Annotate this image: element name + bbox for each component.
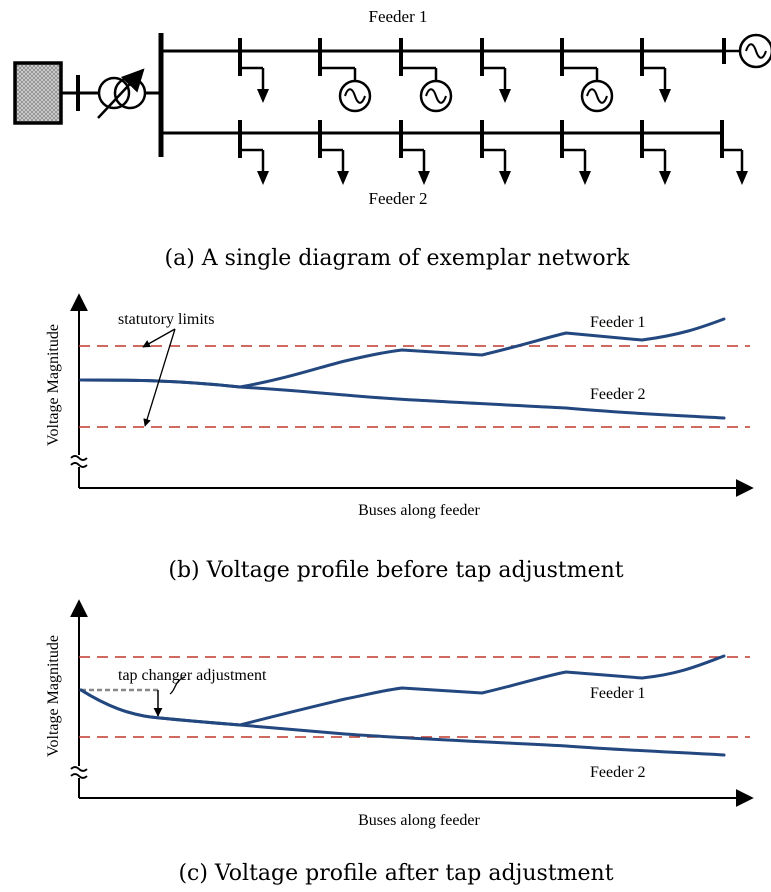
bus-load [640,120,671,185]
profile-after-caption: (c) Voltage profile after tap adjustment [178,861,613,886]
tap-changing-transformer [97,68,147,119]
x-axis-label: Buses along feeder [358,502,480,519]
y-axis-label: Voltage Magnitude [45,324,62,446]
feeder2-curve [79,378,726,420]
annotation-leader [169,676,186,695]
feeder2-curve-label: Feeder 2 [590,386,646,403]
feeder1-buses [238,38,671,113]
profile-after-plot: Voltage Magnitude Buses along feeder tap… [45,599,754,886]
bus-generator [399,38,453,113]
feeder1-curve-label: Feeder 1 [590,685,646,702]
bus-load [318,120,349,185]
feeder2-curve [79,688,726,757]
bus-load [399,120,430,185]
tap-changer-annotation: tap changer adjustment [118,667,267,684]
network-caption: (a) A single diagram of exemplar network [165,246,631,271]
axis-break-icon [70,455,88,468]
bus-load [238,38,269,103]
statutory-limits-annotation: statutory limits [118,311,214,328]
generator-icon [338,79,372,113]
profile-before-plot: Voltage Magnitude Buses along feeder sta… [45,293,754,583]
feeder2-label: Feeder 2 [368,189,427,208]
annotation-arrow-lower [143,328,176,427]
feeder1-end-generator [722,33,771,69]
x-axis-label: Buses along feeder [358,812,480,829]
feeder2-buses [238,120,748,185]
bus-load [480,38,511,103]
bus-load [720,120,748,185]
bus-generator [318,38,372,113]
network-diagram: Feeder 1 Feeder 2 (a) A single diagram o… [13,7,771,271]
tap-arrow-icon [97,68,145,119]
bus-load [640,38,671,103]
bus-load [238,120,269,185]
bus-load [480,120,511,185]
feeder1-curve-label: Feeder 1 [590,314,646,331]
feeder1-label: Feeder 1 [368,7,427,26]
generator-icon [419,79,453,113]
axis-break-icon [70,766,88,779]
grid-source [13,61,63,125]
bus-generator [560,38,614,113]
y-axis-label: Voltage Magnitude [45,635,62,757]
annotation-arrow-upper [142,328,176,348]
feeder2-curve-label: Feeder 2 [590,764,646,781]
generator-icon [738,33,771,69]
profile-before-caption: (b) Voltage profile before tap adjustmen… [168,558,623,583]
generator-icon [580,79,614,113]
bus-load [560,120,591,185]
